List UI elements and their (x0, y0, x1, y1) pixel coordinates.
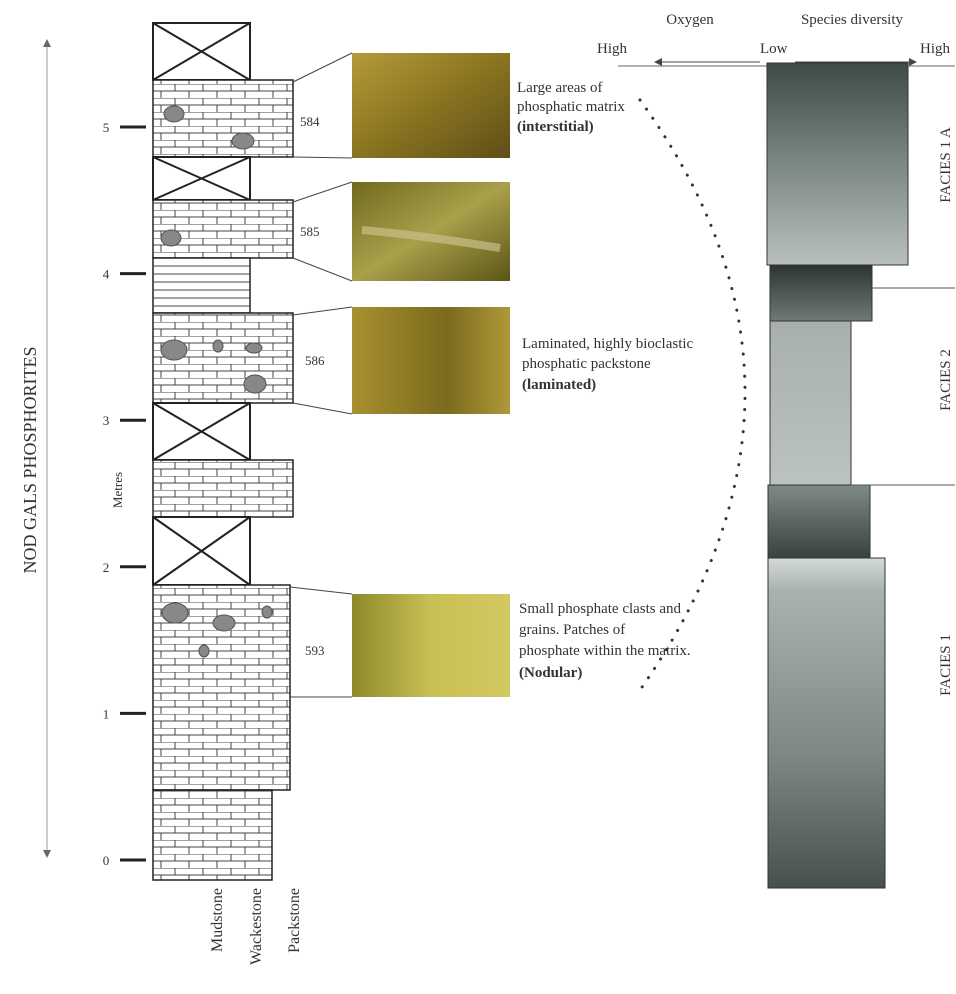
sample-fabric: (interstitial) (517, 119, 594, 135)
sample-id: 585 (300, 224, 320, 239)
sample-id: 584 (300, 114, 320, 129)
texture-label: Packstone (286, 888, 303, 953)
sample-id: 593 (305, 643, 325, 658)
sample-fabric: (Nodular) (519, 665, 582, 681)
texture-label: Wackestone (248, 888, 265, 965)
sample-description: Laminated, highly bioclastic (522, 336, 694, 352)
diagram-title: NOD GALS PHOSPHORITES (20, 346, 40, 573)
sample-584: 584 Large areas of phosphatic matrix (in… (293, 53, 625, 158)
tick-label: 5 (103, 120, 110, 135)
diversity-high: High (920, 41, 951, 57)
lithology-column (153, 23, 293, 880)
sample-description: Small phosphate clasts and (519, 601, 682, 617)
sample-593: 593 Small phosphate clasts and grains. P… (290, 587, 691, 697)
tick-label: 2 (103, 560, 110, 575)
diagram: NOD GALS PHOSPHORITES Metres 0 1 2 3 4 5 Muds… (0, 0, 956, 994)
facies-bars (767, 63, 955, 888)
oxygen-high: High (597, 41, 628, 57)
sample-description: phosphatic packstone (522, 356, 651, 372)
sample-description: Large areas of (517, 80, 603, 96)
tick-label: 3 (103, 413, 110, 428)
facies-label: FACIES 1 (938, 634, 954, 696)
texture-label: Mudstone (209, 888, 226, 952)
tick-label: 0 (103, 853, 110, 868)
facies-label: FACIES 1 A (938, 127, 954, 203)
tick-label: 4 (103, 267, 110, 282)
sample-id: 586 (305, 353, 325, 368)
sample-586: 586 Laminated, highly bioclastic phospha… (293, 307, 694, 414)
facies-label: FACIES 2 (938, 349, 954, 411)
sample-fabric: (laminated) (522, 377, 596, 393)
tick-label: 1 (103, 706, 110, 721)
sample-description: phosphatic matrix (517, 99, 625, 115)
oxygen-label: Oxygen (666, 12, 714, 28)
sample-description: phosphate within the matrix. (519, 643, 691, 659)
low-label: Low (760, 41, 788, 57)
axis-label: Metres (110, 472, 125, 508)
sample-description: grains. Patches of (519, 622, 625, 638)
diversity-label: Species diversity (801, 12, 904, 28)
sample-585: 585 (293, 182, 510, 281)
